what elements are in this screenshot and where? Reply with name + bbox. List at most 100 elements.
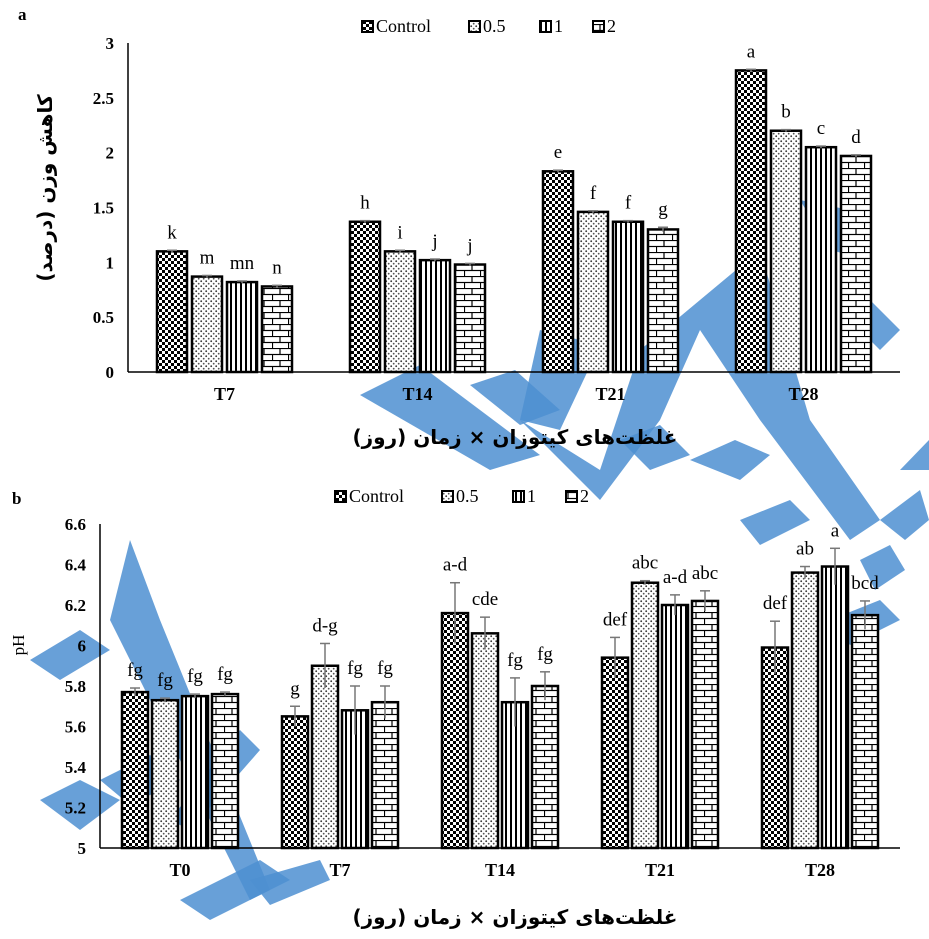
bar-0-5-t28 xyxy=(769,129,803,374)
significance-letter: h xyxy=(360,193,370,214)
legend-label: 2 xyxy=(580,486,589,506)
bar-control-t7 xyxy=(280,715,310,850)
bar-2-t0 xyxy=(210,692,240,850)
y-tick-label: 5 xyxy=(78,839,87,858)
watermark-stroke xyxy=(900,440,929,470)
x-category-label: T28 xyxy=(805,860,835,880)
legend-swatch xyxy=(361,20,374,33)
x-category-label: T7 xyxy=(329,860,350,880)
significance-letter: j xyxy=(466,235,472,256)
bar-2-t7 xyxy=(260,285,294,374)
legend-label: Control xyxy=(349,486,404,506)
significance-letter: m xyxy=(200,247,215,268)
bar-1-t0 xyxy=(180,694,210,850)
significance-letter: e xyxy=(554,142,562,163)
significance-letter: a-d xyxy=(663,567,688,588)
bar-0-5-t28 xyxy=(790,571,820,850)
significance-letter: i xyxy=(397,222,402,243)
bar-2-t21 xyxy=(646,228,680,374)
significance-letter: def xyxy=(603,609,628,630)
y-axis-title-b: pH xyxy=(9,635,28,656)
y-tick-label: 5.2 xyxy=(65,799,86,818)
y-axis-title-a: کاهش وزن (درصد) xyxy=(33,94,57,282)
watermark-stroke xyxy=(250,860,330,905)
significance-letter: a-d xyxy=(443,555,468,576)
significance-letter: k xyxy=(167,222,177,243)
bar-control-t28 xyxy=(734,69,768,374)
y-tick-label: 5.8 xyxy=(65,677,86,696)
bar-2-t28 xyxy=(850,613,880,850)
legend-swatch xyxy=(565,490,578,503)
legend-swatch xyxy=(468,20,481,33)
legend: Control 0.5 1 2 xyxy=(334,486,589,506)
y-tick-label: 3 xyxy=(106,34,115,53)
watermark-stroke xyxy=(860,545,905,590)
significance-letter: fg xyxy=(507,650,523,671)
watermark-stroke xyxy=(690,440,770,480)
significance-letter: f xyxy=(590,183,597,204)
significance-letter: abc xyxy=(632,553,658,574)
legend-label: 1 xyxy=(554,16,563,36)
panel-label-a: a xyxy=(18,5,27,24)
bar-2-t7 xyxy=(370,700,400,850)
y-tick-label: 0.5 xyxy=(93,308,114,327)
significance-letter: c xyxy=(817,118,825,139)
y-tick-label: 1 xyxy=(106,253,115,272)
bar-2-t21 xyxy=(690,599,720,850)
x-category-label: T21 xyxy=(595,384,625,404)
x-axis-title-a: غلظت‌های کیتوزان × زمان (روز) xyxy=(353,425,678,449)
significance-letter: ab xyxy=(796,539,814,560)
watermark-stroke xyxy=(740,500,810,545)
bar-control-t7 xyxy=(155,250,189,374)
x-category-label: T14 xyxy=(402,384,432,404)
y-tick-label: 0 xyxy=(106,363,115,382)
legend-swatch xyxy=(592,20,605,33)
significance-letter: a xyxy=(831,520,840,541)
watermark-stroke xyxy=(360,365,540,470)
legend-label: 2 xyxy=(607,16,616,36)
chart-weight-loss: 0 0.5 1 1.5 2 2.5 3 T7 k m mn n T14 h i j j T21 e f f g T28 a b c… xyxy=(93,16,900,404)
bar-0-5-t21 xyxy=(576,210,610,374)
significance-letter: g xyxy=(290,678,300,699)
bar-control-t14 xyxy=(348,220,382,374)
bar-2-t14 xyxy=(530,684,560,850)
bar-control-t21 xyxy=(541,170,575,374)
bar-control-t14 xyxy=(440,611,470,850)
legend-label: Control xyxy=(376,16,431,36)
bar-1-t21 xyxy=(660,603,690,850)
y-tick-label: 6.4 xyxy=(65,556,87,575)
bar-0-5-t7 xyxy=(310,664,340,850)
significance-letter: j xyxy=(431,231,437,252)
significance-letter: n xyxy=(272,257,282,278)
significance-letter: fg xyxy=(127,660,143,681)
bar-0-5-t7 xyxy=(190,275,224,374)
watermark-stroke xyxy=(180,860,290,920)
bar-1-t28 xyxy=(820,565,850,850)
watermark-stroke xyxy=(30,630,110,680)
legend: Control 0.5 1 2 xyxy=(361,16,616,36)
legend-label: 0.5 xyxy=(456,486,479,506)
y-tick-label: 6.6 xyxy=(65,515,86,534)
bar-control-t28 xyxy=(760,646,790,850)
significance-letter: d xyxy=(851,127,861,148)
legend-label: 1 xyxy=(527,486,536,506)
panel-label-b: b xyxy=(12,489,21,508)
y-tick-label: 6.2 xyxy=(65,596,86,615)
bar-0-5-t14 xyxy=(383,250,417,374)
bar-control-t0 xyxy=(120,690,150,850)
significance-letter: def xyxy=(763,593,788,614)
watermark-stroke xyxy=(620,425,690,470)
significance-letter: a xyxy=(747,41,756,62)
x-category-label: T28 xyxy=(788,384,818,404)
bar-2-t28 xyxy=(839,154,873,374)
significance-letter: g xyxy=(658,199,668,220)
bar-0-5-t0 xyxy=(150,698,180,850)
bar-1-t7 xyxy=(225,280,259,374)
significance-letter: bcd xyxy=(851,573,879,594)
legend-swatch xyxy=(512,490,525,503)
significance-letter: cde xyxy=(472,589,498,610)
bar-1-t21 xyxy=(611,220,645,374)
x-category-label: T14 xyxy=(485,860,515,880)
legend-label: 0.5 xyxy=(483,16,506,36)
